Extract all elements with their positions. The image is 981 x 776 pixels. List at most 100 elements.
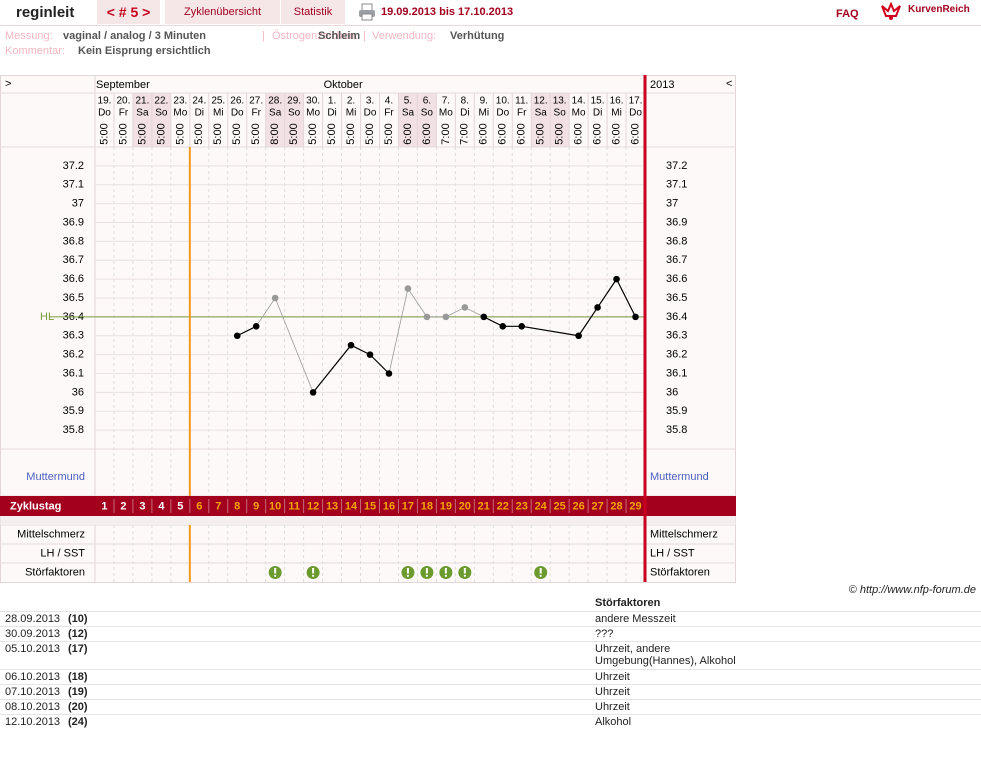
y-tick-label: 36.1 bbox=[666, 367, 687, 379]
cycle-nav[interactable]: < # 5 > bbox=[97, 0, 160, 24]
day-label: 22. bbox=[154, 96, 168, 107]
user-name[interactable]: reginleit bbox=[16, 4, 75, 21]
cell-day: (20) bbox=[68, 701, 88, 713]
time-label: 5:00 bbox=[307, 123, 319, 144]
icon-bar bbox=[425, 568, 428, 574]
meta-value: vaginal / analog / 3 Minuten bbox=[63, 30, 207, 42]
day-label: 29. bbox=[287, 96, 301, 107]
weekday-label: Sa bbox=[269, 108, 282, 119]
temperature-point bbox=[594, 304, 601, 311]
day-label: 15. bbox=[591, 96, 605, 107]
weekend-shade bbox=[550, 93, 570, 147]
weekday-label: Di bbox=[460, 108, 469, 119]
weekday-label: Di bbox=[593, 108, 602, 119]
temperature-point bbox=[423, 313, 431, 321]
icon-dot bbox=[274, 574, 277, 577]
meta-label: Kommentar: bbox=[5, 45, 65, 57]
cycle-day: 20 bbox=[459, 500, 471, 512]
day-label: 5. bbox=[404, 96, 412, 107]
y-tick-label: 36 bbox=[666, 386, 678, 398]
curve-segment bbox=[597, 278, 618, 308]
stoerfaktor-icon[interactable] bbox=[306, 566, 320, 579]
day-label: 6. bbox=[423, 96, 431, 107]
day-label: 19. bbox=[98, 96, 112, 107]
cycle-day: 7 bbox=[215, 500, 221, 512]
y-tick-label: 36.6 bbox=[63, 273, 84, 285]
weekday-label: So bbox=[554, 108, 567, 119]
cycle-day: 10 bbox=[269, 500, 281, 512]
time-label: 5:00 bbox=[250, 123, 262, 144]
day-label: 9. bbox=[480, 96, 488, 107]
y-tick-label: 37 bbox=[666, 198, 678, 210]
stoerfaktor-icon[interactable] bbox=[458, 566, 472, 579]
day-label: 23. bbox=[173, 96, 187, 107]
day-label: 30. bbox=[306, 96, 320, 107]
cell-day: (17) bbox=[68, 643, 88, 655]
faq-link[interactable]: FAQ bbox=[836, 8, 859, 20]
stoerfaktor-icon[interactable] bbox=[534, 566, 548, 579]
tab[interactable]: Zyklenübersicht bbox=[165, 0, 280, 24]
temperature-point bbox=[271, 294, 279, 302]
curve-segment bbox=[407, 288, 428, 318]
stoerfaktor-icon[interactable] bbox=[268, 566, 282, 579]
weekday-label: Di bbox=[195, 108, 204, 119]
weekday-label: Do bbox=[496, 108, 509, 119]
day-label: 24. bbox=[192, 96, 206, 107]
weekend-shade bbox=[265, 93, 285, 147]
print-icon[interactable] bbox=[358, 3, 376, 21]
weekday-label: Sa bbox=[535, 108, 548, 119]
curve-segment bbox=[483, 316, 504, 327]
y-tick-label: 36.9 bbox=[666, 216, 687, 228]
cycle-day: 16 bbox=[383, 500, 395, 512]
table-row: 06.10.2013 (18) Uhrzeit bbox=[0, 669, 981, 685]
icon-dot bbox=[463, 574, 466, 577]
y-tick-label: 36.2 bbox=[63, 349, 84, 361]
cell-text: Alkohol bbox=[595, 716, 632, 728]
y-tick-label: 36.5 bbox=[666, 292, 687, 304]
time-label: 5:00 bbox=[288, 123, 300, 144]
time-label: 7:00 bbox=[459, 123, 471, 144]
meta-label: Östrogenzeichen: bbox=[272, 30, 359, 42]
weekday-label: Fr bbox=[119, 108, 129, 119]
cell-text: ??? bbox=[595, 628, 614, 640]
table-row: 08.10.2013 (20) Uhrzeit bbox=[0, 699, 981, 715]
y-tick-label: 36.7 bbox=[666, 254, 687, 266]
time-label: 5:00 bbox=[117, 123, 129, 144]
temperature-point bbox=[499, 323, 507, 330]
weekday-label: Mo bbox=[439, 108, 453, 119]
cycle-day: 6 bbox=[196, 500, 202, 512]
cycle-day: 21 bbox=[478, 500, 490, 512]
temperature-point bbox=[480, 313, 488, 321]
curve-segment bbox=[274, 297, 314, 393]
table-row: 28.09.2013 (10) andere Messzeit bbox=[0, 611, 981, 627]
icon-bar bbox=[312, 568, 315, 574]
weekend-shade bbox=[531, 93, 551, 147]
icon-bar bbox=[274, 568, 277, 574]
cycle-day: 24 bbox=[535, 500, 548, 512]
icon-bar bbox=[463, 568, 466, 574]
stoerfaktor-icon[interactable] bbox=[439, 566, 453, 579]
time-label: 5:00 bbox=[136, 123, 148, 144]
logo-text[interactable]: KurvenReich bbox=[908, 4, 970, 15]
time-label: 6:00 bbox=[610, 123, 622, 144]
row-label: Muttermund bbox=[650, 471, 709, 483]
day-label: 11. bbox=[515, 96, 528, 107]
y-tick-label: 36.2 bbox=[666, 349, 687, 361]
cell-date: 30.09.2013 bbox=[5, 628, 61, 640]
cell-date: 05.10.2013 bbox=[5, 643, 61, 655]
meta-value: Verhütung bbox=[450, 30, 505, 42]
header-rule bbox=[0, 25, 981, 26]
curve-segment bbox=[369, 354, 390, 374]
cycle-day: 14 bbox=[345, 500, 358, 512]
temperature-point bbox=[613, 275, 620, 283]
day-label: 17. bbox=[629, 96, 643, 107]
stoerfaktor-icon[interactable] bbox=[420, 566, 434, 579]
cell-day: (12) bbox=[68, 628, 88, 640]
day-label: 16. bbox=[610, 96, 624, 107]
tab[interactable]: Statistik bbox=[281, 0, 345, 24]
stoerfaktor-icon[interactable] bbox=[401, 566, 415, 579]
day-label: 12. bbox=[534, 96, 548, 107]
cell-date: 07.10.2013 bbox=[5, 686, 61, 698]
cycle-day: 5 bbox=[177, 500, 183, 512]
